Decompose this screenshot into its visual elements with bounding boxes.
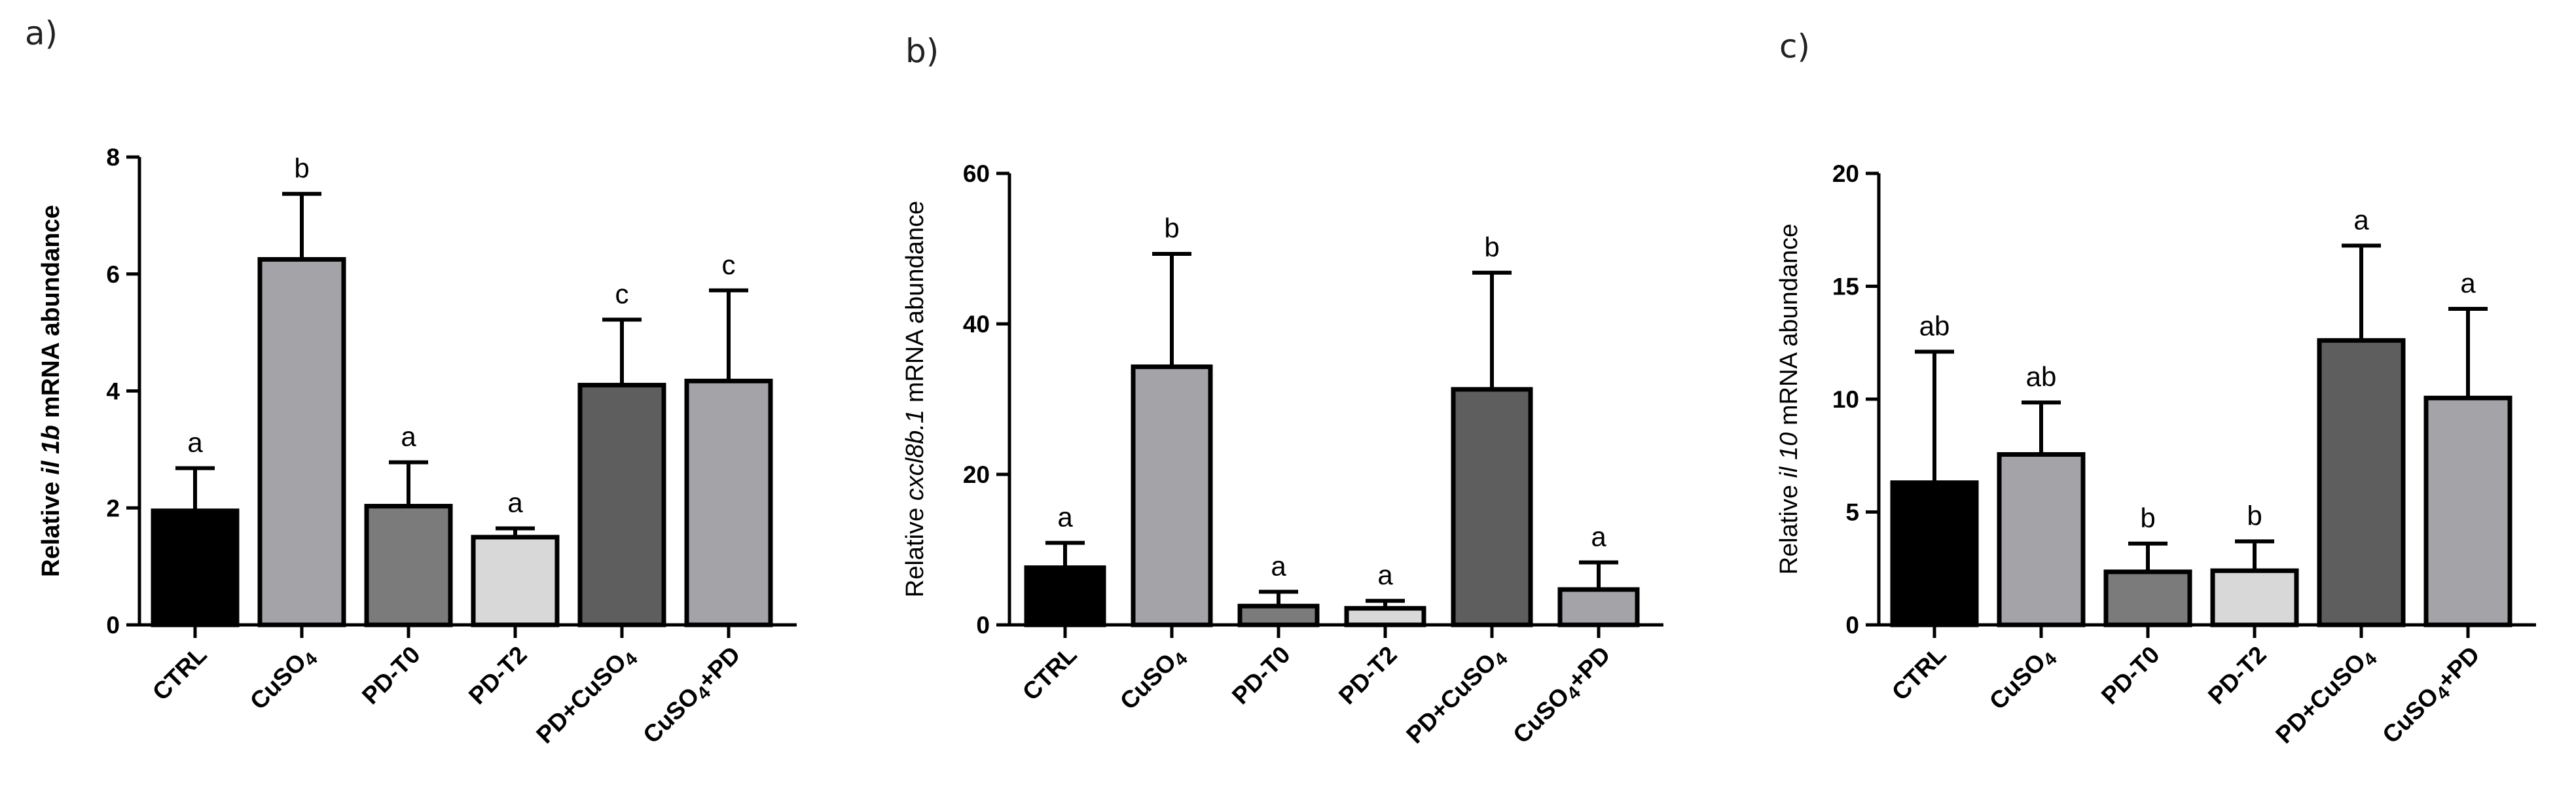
x-tick-label: CuSO4+PD <box>1508 641 1618 752</box>
bar-pd-t2 <box>1344 606 1426 627</box>
bar-cuso4 <box>1131 364 1213 627</box>
y-tick-label: 60 <box>963 160 990 187</box>
y-axis-label: Relative cxcl8b.1 mRNA abundance <box>901 201 929 597</box>
y-tick-label: 20 <box>1832 160 1859 187</box>
bar-ctrl <box>151 508 240 627</box>
bar-pd-cuso4 <box>577 383 666 627</box>
x-tick-label: CuSO4 <box>1115 641 1191 717</box>
significance-label: a <box>1271 550 1286 581</box>
y-tick-label: 2 <box>106 495 120 521</box>
y-tick-label: 0 <box>1845 612 1859 639</box>
bar-cuso4 <box>257 256 346 627</box>
bar-pd-t2 <box>2210 568 2299 627</box>
significance-label: a <box>1057 502 1073 533</box>
y-tick-label: 40 <box>963 311 990 338</box>
bar-pd-t0 <box>1237 603 1320 627</box>
bar-pd-t2 <box>471 535 560 627</box>
significance-label: b <box>2140 503 2155 533</box>
chart-panel-3: c) Relative il 10 mRNA abundance 0 5 10 15 20 a… <box>1775 27 2536 752</box>
x-tick-label: PD-T2 <box>1333 641 1402 710</box>
panel-letter: b) <box>905 32 939 70</box>
bar-ctrl <box>1890 480 1979 627</box>
significance-label: c <box>722 249 736 280</box>
x-tick-label: PD+CuSO4 <box>1401 641 1512 751</box>
chart-panel-2: b) Relative cxcl8b.1 mRNA abundance 0 20 40 6… <box>901 32 1663 752</box>
x-tick-label: CTRL <box>1887 641 1951 706</box>
x-tick-label: PD-T2 <box>2203 641 2272 710</box>
y-tick-label: 6 <box>106 261 120 288</box>
x-tick-label: CTRL <box>1017 641 1082 706</box>
x-tick-label: PD-T0 <box>1227 641 1296 710</box>
bar-cuso4-pd <box>2423 395 2513 627</box>
significance-label: b <box>1164 213 1179 243</box>
bar-pd-cuso4 <box>2317 338 2406 627</box>
bar-pd-t0 <box>2103 569 2192 627</box>
bar-pd-cuso4 <box>1451 387 1533 627</box>
x-tick-label: CuSO4 <box>245 641 321 717</box>
x-tick-label: PD-T0 <box>2096 641 2165 710</box>
significance-label: ab <box>1919 311 1950 342</box>
x-tick-label: PD-T0 <box>357 641 426 710</box>
x-tick-label: PD+CuSO4 <box>2270 641 2381 751</box>
x-tick-label: PD-T2 <box>463 641 532 710</box>
significance-label: a <box>187 427 203 457</box>
significance-label: b <box>2247 500 2262 531</box>
significance-label: b <box>294 152 309 183</box>
y-tick-label: 10 <box>1832 386 1859 413</box>
bar-cuso4 <box>1997 452 2086 627</box>
bar-cuso4-pd <box>684 378 773 627</box>
y-tick-label: 8 <box>106 144 120 171</box>
significance-label: a <box>401 421 416 452</box>
y-tick-label: 0 <box>976 612 990 639</box>
significance-label: ab <box>2026 361 2057 392</box>
significance-label: a <box>2460 268 2476 298</box>
chart-panel-1: a) Relative il 1b mRNA abundance 0 2 4 6 8 a CTR… <box>25 14 797 752</box>
y-tick-label: 5 <box>1845 499 1859 526</box>
significance-label: a <box>507 487 523 518</box>
bar-cuso4-pd <box>1557 587 1640 627</box>
significance-label: a <box>2353 204 2369 235</box>
y-tick-label: 20 <box>963 461 990 488</box>
significance-label: a <box>1591 521 1606 552</box>
y-axis-label: Relative il 1b mRNA abundance <box>37 205 65 577</box>
x-tick-label: PD+CuSO4 <box>531 641 642 751</box>
y-tick-label: 0 <box>106 612 120 639</box>
bar-ctrl <box>1024 565 1106 627</box>
significance-label: a <box>1377 559 1393 590</box>
x-tick-label: CuSO4+PD <box>638 641 748 752</box>
x-tick-label: CTRL <box>147 641 212 706</box>
y-tick-label: 15 <box>1832 274 1859 300</box>
significance-label: c <box>615 278 629 309</box>
x-tick-label: CuSO4 <box>1984 641 2061 717</box>
panel-letter: a) <box>25 14 58 52</box>
y-tick-label: 4 <box>106 378 120 405</box>
significance-label: b <box>1484 232 1499 262</box>
x-tick-label: CuSO4+PD <box>2377 641 2488 752</box>
panel-letter: c) <box>1779 27 1810 65</box>
bar-pd-t0 <box>364 504 453 627</box>
y-axis-label: Relative il 10 mRNA abundance <box>1775 224 1803 575</box>
